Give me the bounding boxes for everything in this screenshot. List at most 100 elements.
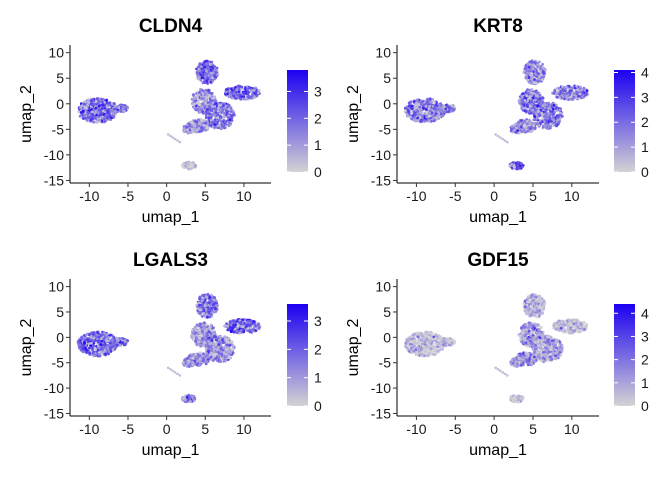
data-point [203,60,207,63]
x-tick-label: 0 [490,188,498,204]
data-point [208,60,212,64]
data-point [251,321,255,325]
data-point [247,320,251,323]
data-point [555,92,558,95]
data-point [211,296,215,300]
data-point [421,116,424,120]
data-point [557,114,561,118]
data-point [530,122,534,125]
data-point [436,117,440,121]
data-point [195,343,199,347]
data-point [219,127,223,131]
data-point [524,121,528,125]
data-point [221,122,225,126]
data-point [576,88,579,92]
data-point [113,107,116,111]
data-point [103,100,107,104]
data-point [206,72,210,75]
data-point [538,119,542,123]
data-point [210,314,214,318]
data-point [193,102,197,106]
data-point [213,97,217,101]
data-point [210,62,214,65]
data-point [88,353,92,356]
data-point [434,107,438,111]
data-point [194,107,198,111]
data-point [185,123,189,127]
data-point [83,100,86,104]
data-point [86,110,90,114]
data-point [229,110,233,114]
data-point [211,76,214,80]
data-point [248,96,252,99]
data-point [193,126,196,130]
data-point [195,337,199,341]
data-point [105,333,109,336]
data-point [522,103,526,107]
data-point [516,129,520,133]
data-point [530,129,533,133]
data-point [515,164,519,168]
data-point [227,114,231,117]
data-point [227,108,231,111]
data-point [538,67,542,71]
data-point [575,85,579,88]
data-point [234,86,237,89]
data-point [585,89,589,93]
data-point [188,165,192,169]
data-point [207,327,211,331]
scatter-points [76,292,262,404]
data-point [104,345,107,349]
chart-title: LGALS3 [133,250,208,271]
data-point [410,107,414,111]
data-point [535,94,538,98]
y-axis-label: umap_2 [18,85,35,143]
data-point [190,125,194,129]
data-point [229,323,233,327]
data-point [538,93,542,97]
data-point [232,330,236,334]
data-point [224,112,228,116]
data-point [523,109,527,113]
data-point [405,106,409,110]
scatter-points [77,59,261,171]
data-point [198,311,202,315]
data-point [538,105,542,109]
data-point [101,109,105,113]
data-point [83,103,86,106]
data-point [533,78,536,81]
data-point [239,97,243,101]
data-point [222,107,226,110]
data-point [214,109,217,113]
data-point [204,92,207,96]
data-point [199,325,203,329]
data-point [554,103,558,107]
data-point [215,303,218,307]
data-point [204,121,207,125]
data-point [251,92,255,96]
data-point [200,126,203,130]
data-point [200,329,204,333]
data-point [222,104,226,107]
data-point [544,122,548,126]
data-point [197,122,201,125]
data-point [244,325,248,329]
data-point [201,293,205,297]
data-point [545,126,549,130]
data-point [79,111,83,114]
data-point [80,336,83,339]
data-point [107,336,111,339]
data-point [171,136,175,139]
data-point [525,94,529,98]
data-point [447,105,450,109]
data-point [81,116,85,120]
data-point [93,112,97,115]
data-point [79,341,83,345]
data-point [198,342,202,346]
data-point [522,71,526,74]
data-point [214,71,218,75]
data-point [514,161,518,165]
data-point [206,315,209,319]
data-point [195,94,199,98]
data-point [204,97,208,101]
